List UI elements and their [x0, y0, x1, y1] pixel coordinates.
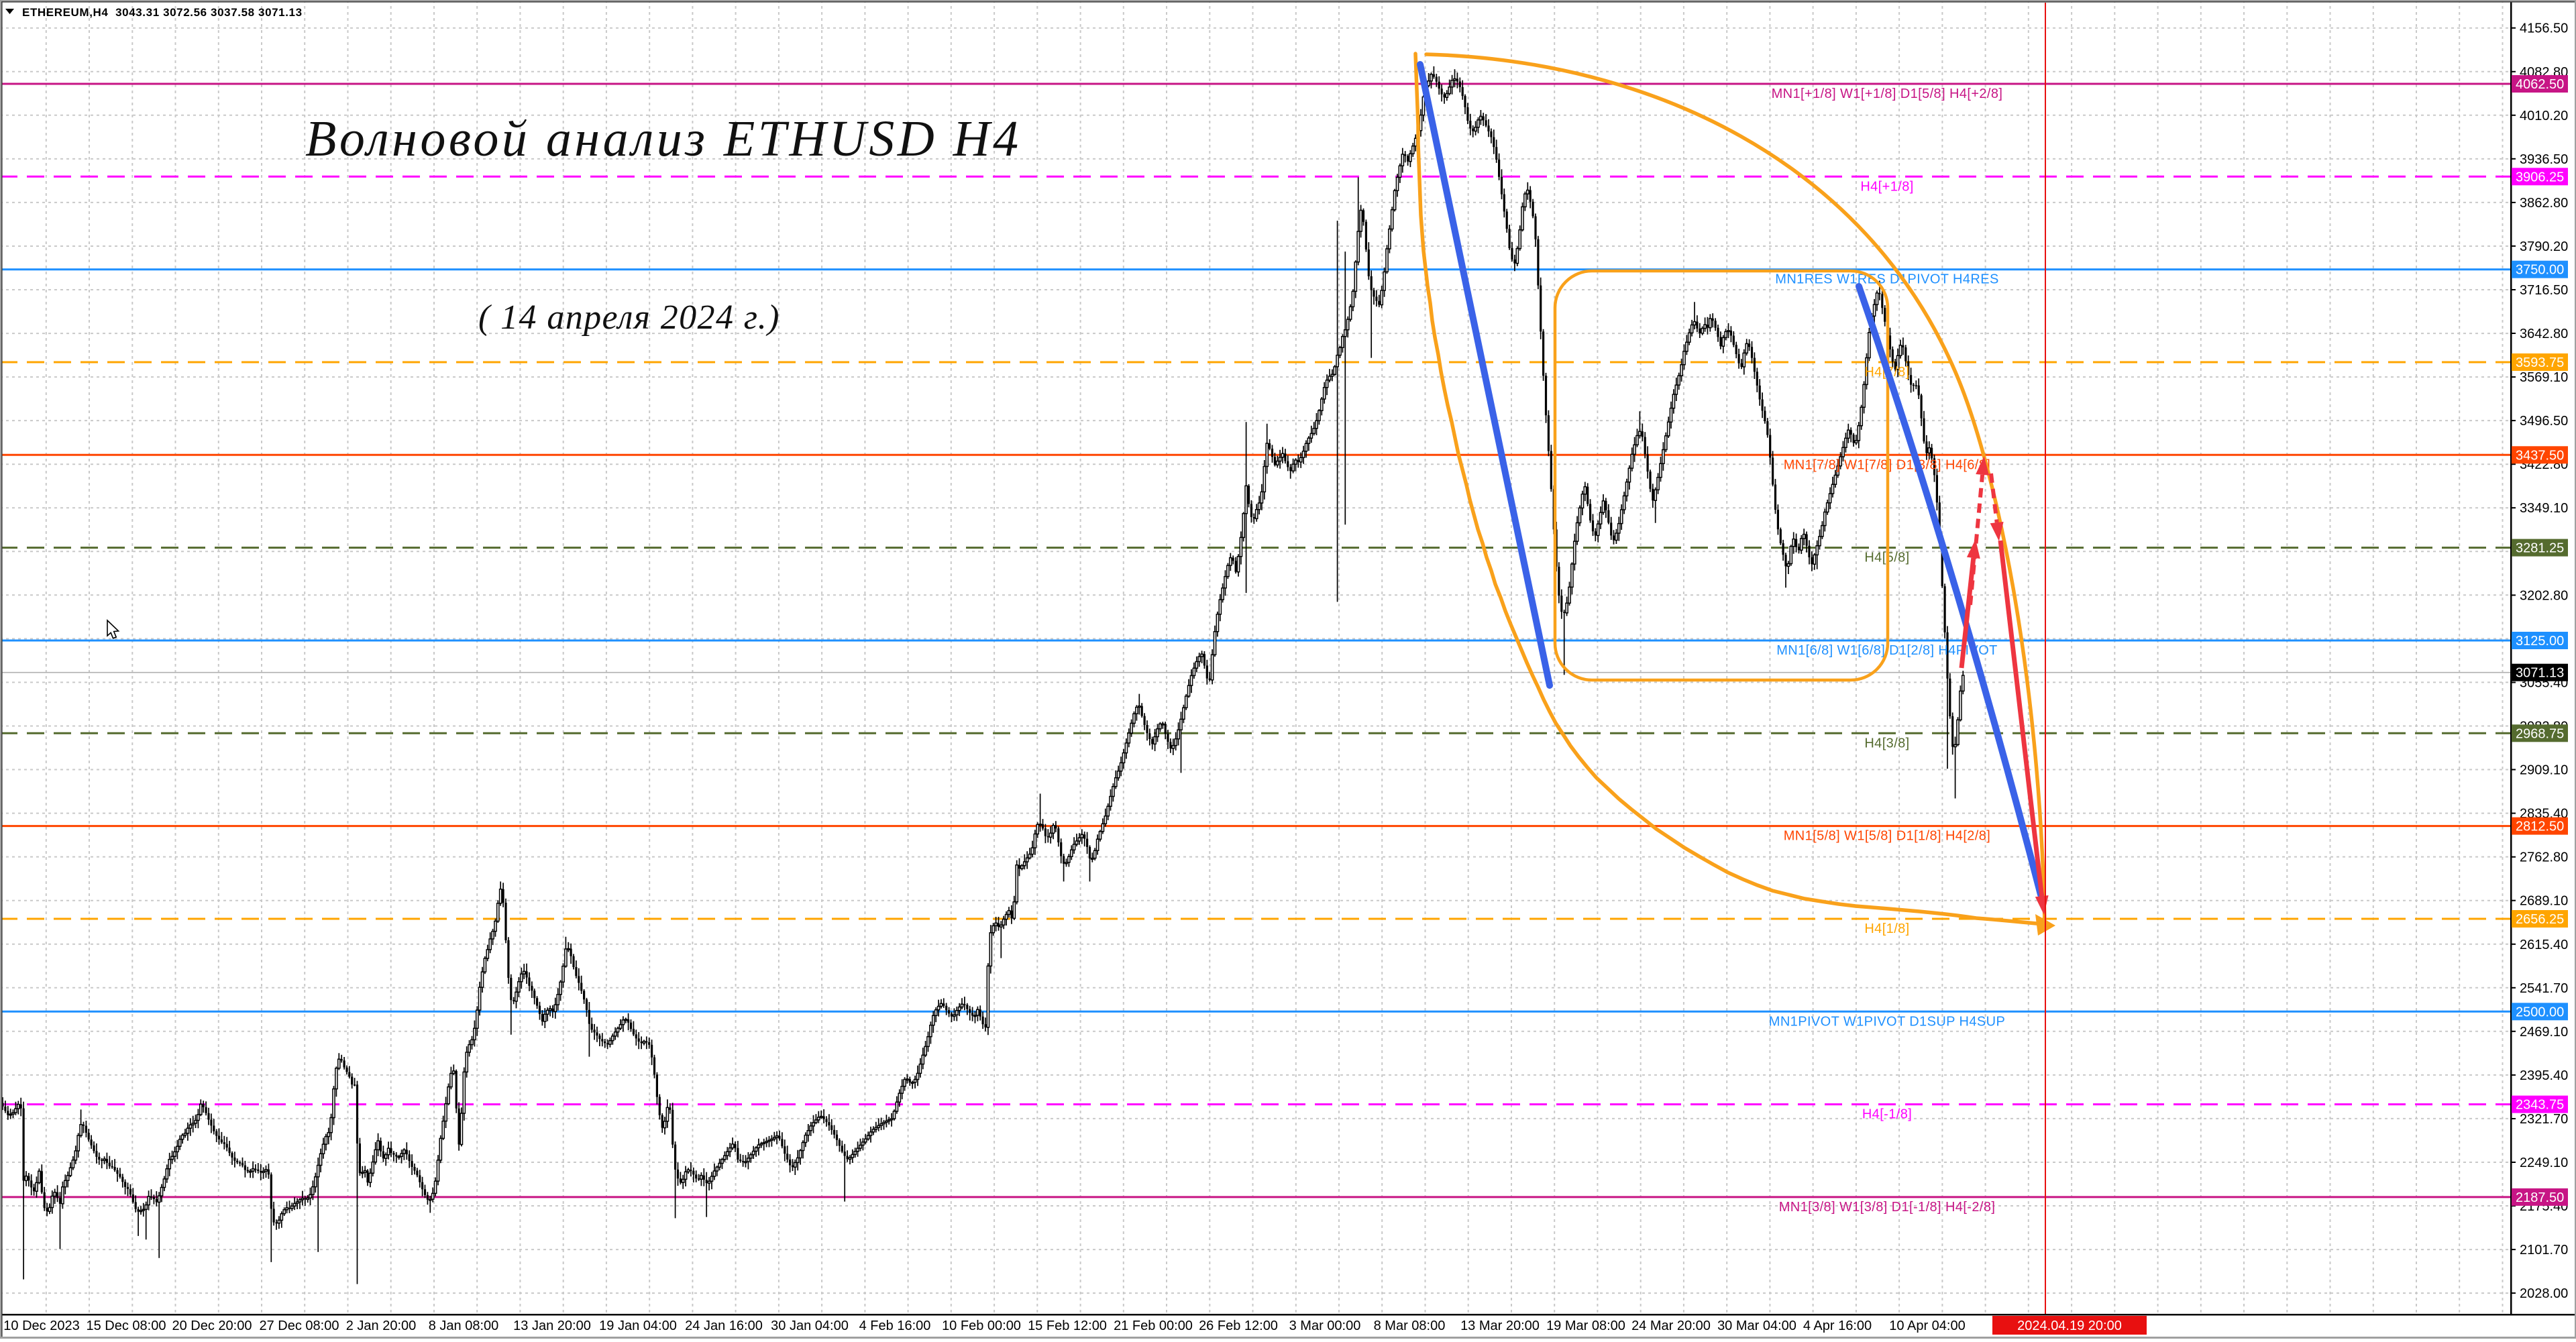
- svg-text:3790.20: 3790.20: [2520, 239, 2568, 254]
- svg-text:3125.00: 3125.00: [2516, 634, 2564, 649]
- svg-text:3593.75: 3593.75: [2516, 355, 2564, 370]
- svg-text:3 Mar 00:00: 3 Mar 00:00: [1289, 1319, 1361, 1333]
- svg-text:10 Dec 2023: 10 Dec 2023: [3, 1319, 79, 1333]
- svg-text:3349.10: 3349.10: [2520, 501, 2568, 516]
- svg-text:24 Mar 20:00: 24 Mar 20:00: [1631, 1319, 1711, 1333]
- svg-text:2028.00: 2028.00: [2520, 1286, 2568, 1301]
- svg-text:19 Jan 04:00: 19 Jan 04:00: [599, 1319, 677, 1333]
- svg-text:3750.00: 3750.00: [2516, 263, 2564, 278]
- svg-text:30 Mar 04:00: 30 Mar 04:00: [1717, 1319, 1796, 1333]
- svg-text:2321.70: 2321.70: [2520, 1112, 2568, 1127]
- svg-text:3569.10: 3569.10: [2520, 370, 2568, 385]
- svg-text:2500.00: 2500.00: [2516, 1005, 2564, 1019]
- svg-text:10 Feb 00:00: 10 Feb 00:00: [942, 1319, 1021, 1333]
- svg-text:2249.10: 2249.10: [2520, 1156, 2568, 1170]
- svg-text:4 Feb 16:00: 4 Feb 16:00: [859, 1319, 931, 1333]
- svg-text:MN1[5/8] W1[5/8] D1[1/8] H4[2/: MN1[5/8] W1[5/8] D1[1/8] H4[2/8]: [1784, 829, 1991, 844]
- svg-text:2395.40: 2395.40: [2520, 1068, 2568, 1083]
- svg-text:( 14 апреля 2024 г.): ( 14 апреля 2024 г.): [478, 298, 780, 337]
- svg-text:H4[1/8]: H4[1/8]: [1864, 921, 1909, 936]
- svg-text:2812.50: 2812.50: [2516, 820, 2564, 834]
- svg-text:15 Feb 12:00: 15 Feb 12:00: [1028, 1319, 1107, 1333]
- svg-text:3936.50: 3936.50: [2520, 152, 2568, 167]
- svg-text:13 Jan 20:00: 13 Jan 20:00: [513, 1319, 591, 1333]
- svg-text:2541.70: 2541.70: [2520, 981, 2568, 996]
- svg-text:2656.25: 2656.25: [2516, 912, 2564, 927]
- svg-text:8 Jan 08:00: 8 Jan 08:00: [429, 1319, 499, 1333]
- svg-text:2968.75: 2968.75: [2516, 726, 2564, 741]
- svg-text:3281.25: 3281.25: [2516, 541, 2564, 556]
- svg-text:2101.70: 2101.70: [2520, 1243, 2568, 1257]
- svg-text:3862.80: 3862.80: [2520, 196, 2568, 211]
- svg-text:H4[3/8]: H4[3/8]: [1864, 736, 1909, 750]
- svg-text:ETHEREUM,H4 3043.31 3072.56 3: ETHEREUM,H4 3043.31 3072.56 3037.58 3071…: [22, 6, 303, 19]
- svg-text:2 Jan 20:00: 2 Jan 20:00: [346, 1319, 417, 1333]
- svg-text:3642.80: 3642.80: [2520, 327, 2568, 341]
- svg-text:4156.50: 4156.50: [2520, 21, 2568, 36]
- svg-text:H4[-1/8]: H4[-1/8]: [1862, 1107, 1912, 1122]
- svg-text:2187.50: 2187.50: [2516, 1190, 2564, 1205]
- svg-text:3716.50: 3716.50: [2520, 283, 2568, 298]
- svg-text:4062.50: 4062.50: [2516, 77, 2564, 92]
- svg-text:10 Apr 04:00: 10 Apr 04:00: [1889, 1319, 1965, 1333]
- svg-text:8 Mar 08:00: 8 Mar 08:00: [1374, 1319, 1446, 1333]
- svg-text:2689.10: 2689.10: [2520, 894, 2568, 909]
- svg-text:MN1[3/8] W1[3/8] D1[-1/8] H4[-: MN1[3/8] W1[3/8] D1[-1/8] H4[-2/8]: [1779, 1200, 1996, 1215]
- svg-text:15 Dec 08:00: 15 Dec 08:00: [87, 1319, 166, 1333]
- svg-text:Волновой анализ ETHUSD H4: Волновой анализ ETHUSD H4: [305, 111, 1022, 167]
- svg-text:2469.10: 2469.10: [2520, 1025, 2568, 1040]
- svg-text:26 Feb 12:00: 26 Feb 12:00: [1199, 1319, 1278, 1333]
- svg-text:MN1RES W1RES D1PIVOT H4RES: MN1RES W1RES D1PIVOT H4RES: [1775, 272, 1998, 287]
- svg-text:2909.10: 2909.10: [2520, 763, 2568, 778]
- svg-text:MN1PIVOT W1PIVOT D1SUP H4SUP: MN1PIVOT W1PIVOT D1SUP H4SUP: [1769, 1014, 2005, 1029]
- svg-text:24 Jan 16:00: 24 Jan 16:00: [685, 1319, 763, 1333]
- svg-text:2024.04.19 20:00: 2024.04.19 20:00: [2017, 1319, 2122, 1333]
- svg-text:MN1[+1/8] W1[+1/8] D1[5/8] H4[: MN1[+1/8] W1[+1/8] D1[5/8] H4[+2/8]: [1772, 87, 2003, 101]
- svg-text:3906.25: 3906.25: [2516, 170, 2564, 184]
- svg-text:19 Mar 08:00: 19 Mar 08:00: [1546, 1319, 1625, 1333]
- svg-text:20 Dec 20:00: 20 Dec 20:00: [172, 1319, 252, 1333]
- svg-text:2615.40: 2615.40: [2520, 938, 2568, 952]
- svg-text:27 Dec 08:00: 27 Dec 08:00: [260, 1319, 339, 1333]
- svg-text:4010.20: 4010.20: [2520, 109, 2568, 123]
- svg-text:30 Jan 04:00: 30 Jan 04:00: [771, 1319, 849, 1333]
- svg-text:3496.50: 3496.50: [2520, 414, 2568, 429]
- svg-text:H4[+1/8]: H4[+1/8]: [1860, 179, 1913, 194]
- svg-text:3437.50: 3437.50: [2516, 448, 2564, 463]
- svg-text:2762.80: 2762.80: [2520, 850, 2568, 865]
- svg-text:2343.75: 2343.75: [2516, 1098, 2564, 1113]
- svg-text:3202.80: 3202.80: [2520, 588, 2568, 603]
- svg-text:3071.13: 3071.13: [2516, 666, 2564, 681]
- svg-text:13 Mar 20:00: 13 Mar 20:00: [1460, 1319, 1540, 1333]
- svg-text:21 Feb 00:00: 21 Feb 00:00: [1114, 1319, 1193, 1333]
- svg-text:4 Apr 16:00: 4 Apr 16:00: [1803, 1319, 1872, 1333]
